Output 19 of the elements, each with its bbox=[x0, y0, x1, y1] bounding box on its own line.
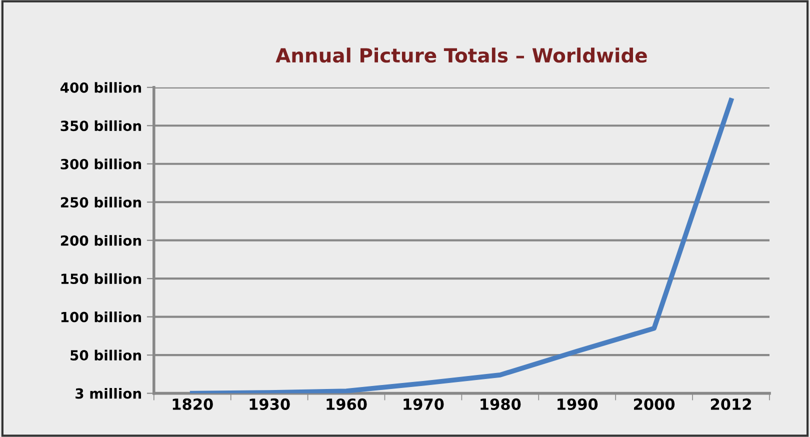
x-tick-label: 1980 bbox=[480, 398, 521, 410]
x-tick-label: 1930 bbox=[250, 398, 290, 410]
y-tick-label: 250 billion bbox=[60, 196, 142, 208]
x-tick-label: 1960 bbox=[326, 398, 367, 410]
y-tick-label: 350 billion bbox=[60, 120, 142, 132]
x-tick-label: 1990 bbox=[558, 398, 598, 410]
y-tick-label: 50 billion bbox=[70, 350, 142, 361]
chart-title: Annual Picture Totals – Worldwide bbox=[276, 48, 647, 63]
x-tick-label: 1820 bbox=[172, 398, 213, 410]
y-tick-label: 100 billion bbox=[61, 312, 142, 322]
y-tick-label: 300 billion bbox=[60, 158, 142, 170]
x-tick-label: 2000 bbox=[634, 398, 675, 410]
y-tick-label: 200 billion bbox=[60, 235, 142, 246]
x-tick-label: 2012 bbox=[710, 398, 751, 410]
line-series bbox=[190, 98, 734, 394]
x-tick-label: 1970 bbox=[404, 398, 444, 410]
y-tick-label: 3 million bbox=[76, 388, 142, 399]
y-tick-label: 400 billion bbox=[60, 82, 142, 93]
y-tick-label: 150 billion bbox=[61, 273, 142, 284]
